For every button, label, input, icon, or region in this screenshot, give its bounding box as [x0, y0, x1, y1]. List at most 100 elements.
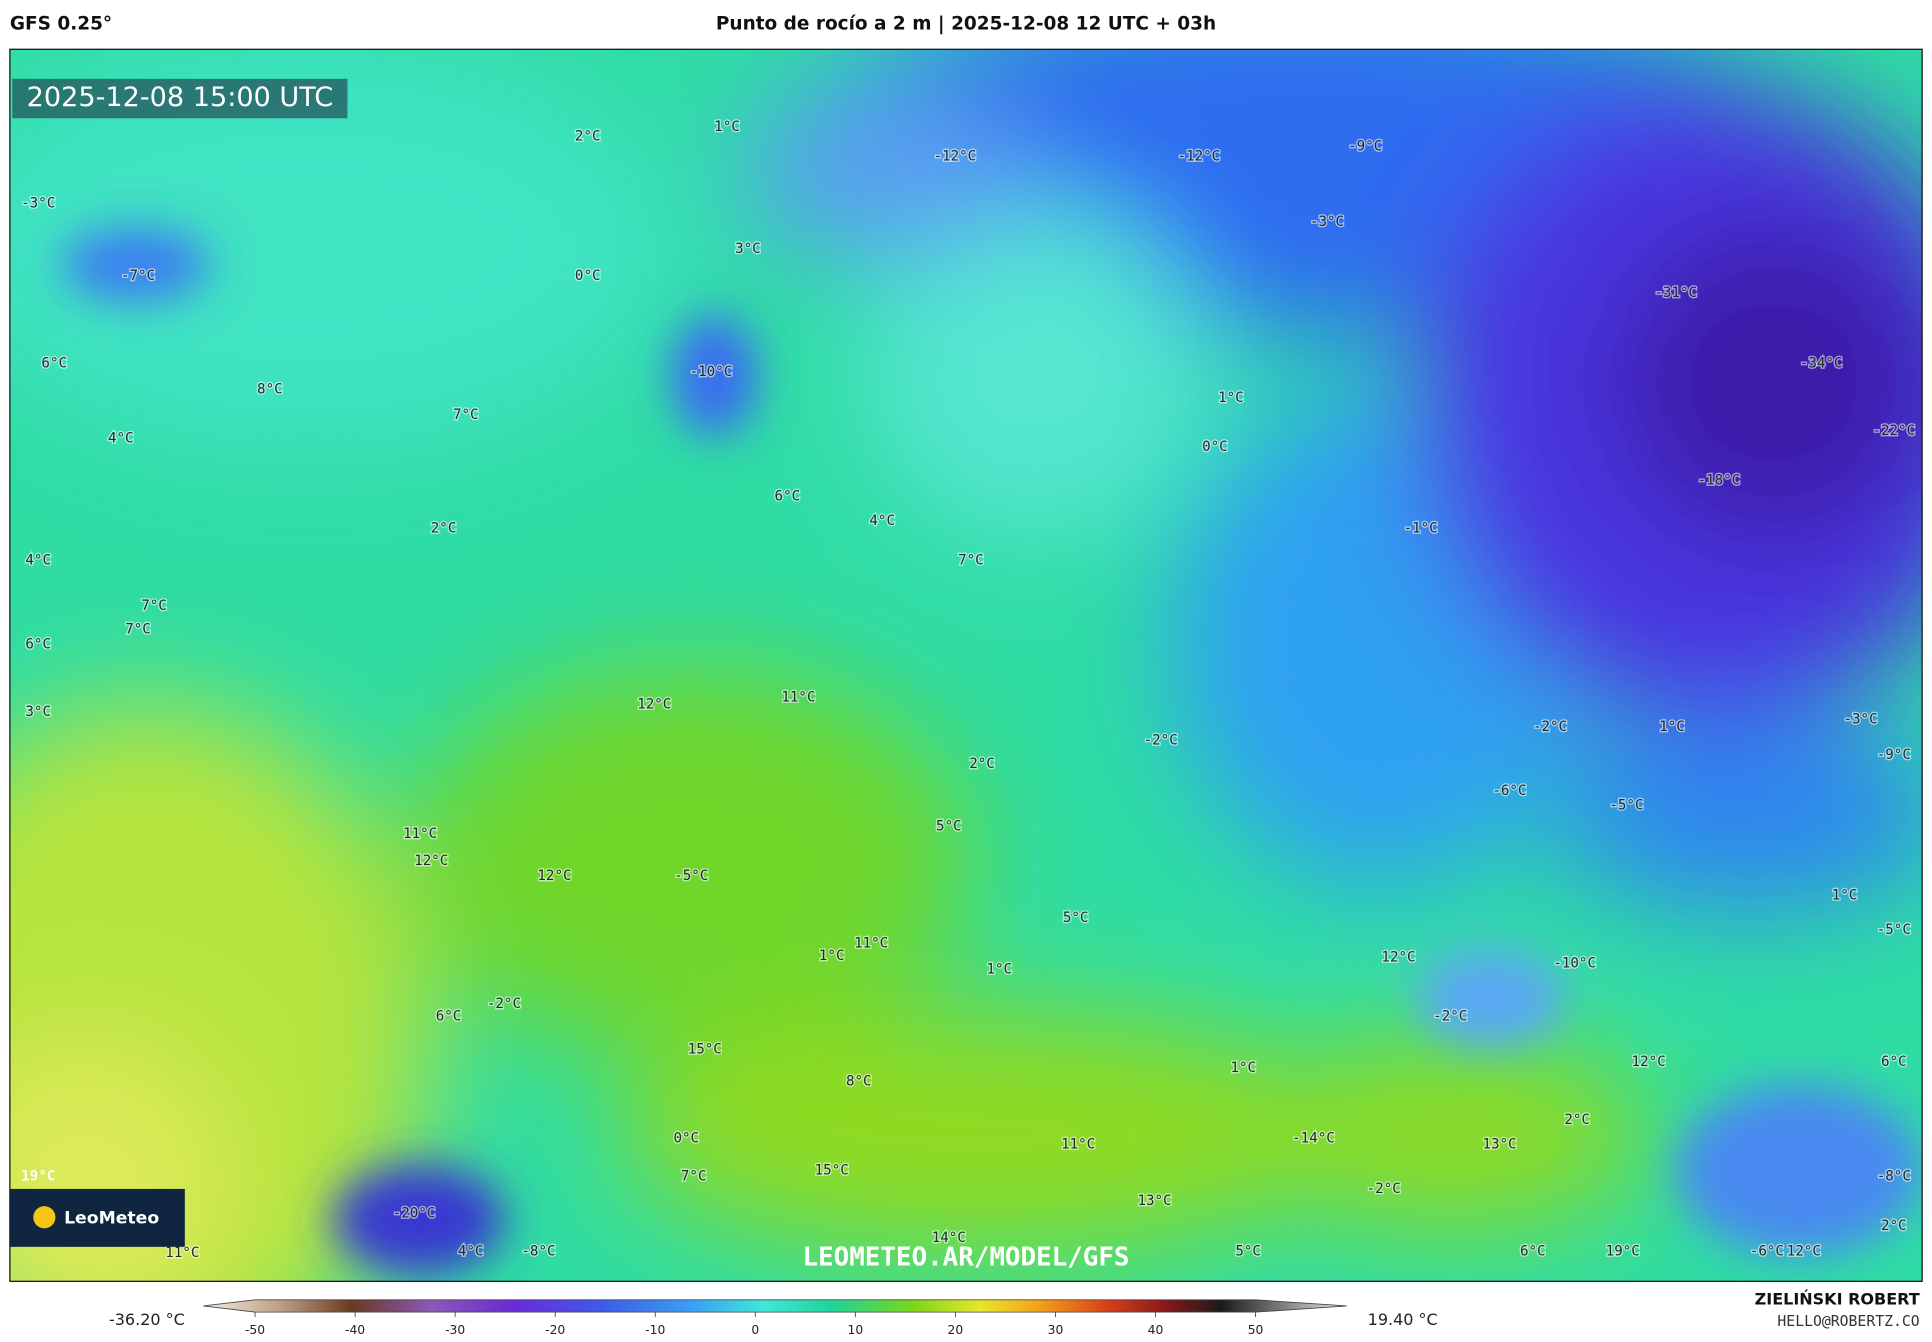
temp-label: 6°C: [1881, 1054, 1907, 1070]
colorbar-tick-label: -50: [245, 1323, 265, 1337]
temp-label: 15°C: [815, 1162, 849, 1178]
temp-label: 11°C: [854, 936, 888, 952]
temp-label: -2°C: [1433, 1008, 1467, 1024]
temp-label: 19°C: [21, 1169, 55, 1185]
temp-label: -8°C: [521, 1244, 555, 1260]
temp-label: 5°C: [936, 819, 962, 835]
temp-label: -1°C: [1404, 521, 1438, 537]
colorbar-max: 19.40 °C: [1368, 1310, 1438, 1329]
temp-label: -31°C: [1654, 285, 1697, 301]
temp-label: 0°C: [575, 268, 601, 284]
temp-label: 12°C: [537, 868, 571, 884]
temp-label: 11°C: [781, 689, 815, 705]
temp-label: 4°C: [25, 553, 51, 569]
temp-label: 4°C: [458, 1244, 484, 1260]
model-name: GFS 0.25°: [10, 14, 112, 35]
author: ZIELIŃSKI ROBERT: [1755, 1289, 1920, 1308]
temp-label: 12°C: [637, 697, 671, 713]
temp-label: 2°C: [969, 756, 995, 772]
temp-label: -2°C: [1144, 732, 1178, 748]
logo-sun: [33, 1206, 55, 1228]
temp-label: 7°C: [681, 1169, 707, 1185]
watermark: LEOMETEO.AR/MODEL/GFS: [803, 1242, 1130, 1272]
temp-label: 11°C: [403, 826, 437, 842]
temp-label: 8°C: [846, 1074, 872, 1090]
temp-label: 1°C: [986, 962, 1012, 978]
temp-label: 5°C: [1063, 910, 1089, 926]
temp-label: -9°C: [1348, 139, 1382, 155]
temp-label: 3°C: [25, 704, 51, 720]
temp-label: 1°C: [1218, 390, 1244, 406]
logo-text: LeoMeteo: [64, 1208, 159, 1228]
temp-label: 0°C: [1202, 439, 1228, 455]
temp-label: 12°C: [1381, 949, 1415, 965]
temp-label: 19°C: [1606, 1244, 1640, 1260]
temp-label: -2°C: [1533, 719, 1567, 735]
colorbar-tick-label: 0: [751, 1323, 759, 1337]
temp-label: -7°C: [121, 268, 155, 284]
temp-label: 1°C: [1230, 1060, 1256, 1076]
temp-label: 12°C: [414, 853, 448, 869]
temp-label: 4°C: [108, 431, 134, 447]
map-title: Punto de rocío a 2 m | 2025-12-08 12 UTC…: [716, 14, 1216, 35]
temp-label: 1°C: [1832, 888, 1858, 904]
temp-label: 13°C: [1137, 1193, 1171, 1209]
temp-label: -12°C: [934, 148, 977, 164]
temp-label: 7°C: [125, 622, 151, 638]
colorbar-tick-label: 40: [1148, 1323, 1164, 1337]
temp-label: 2°C: [575, 129, 601, 145]
temp-label: -14°C: [1292, 1130, 1335, 1146]
temp-label: -3°C: [21, 195, 55, 211]
temp-label: 7°C: [958, 553, 984, 569]
temp-label: -9°C: [1877, 747, 1911, 763]
temp-label: 8°C: [257, 381, 283, 397]
temp-label: 5°C: [1235, 1244, 1261, 1260]
colorbar-tick-label: -20: [545, 1323, 565, 1337]
temp-label: -2°C: [487, 996, 521, 1012]
temp-label: 6°C: [25, 636, 51, 652]
temp-label: -12°C: [1178, 148, 1221, 164]
temp-label: 1°C: [1659, 719, 1685, 735]
temp-label: 0°C: [674, 1130, 700, 1146]
temp-label: 6°C: [775, 489, 801, 505]
temp-label: -5°C: [674, 868, 708, 884]
temp-label: 1°C: [819, 948, 845, 964]
temp-label: -34°C: [1800, 355, 1843, 371]
temp-label: 7°C: [453, 407, 479, 423]
valid-time: 2025-12-08 15:00 UTC: [27, 82, 333, 113]
temp-label: -5°C: [1609, 798, 1643, 814]
temp-label: 3°C: [735, 241, 761, 257]
temp-label: 1°C: [714, 119, 740, 135]
colorbar: [203, 1300, 1346, 1312]
temp-label: -18°C: [1698, 472, 1741, 488]
temp-label: -10°C: [690, 364, 733, 380]
contact: HELLO@ROBERTZ.CO: [1777, 1313, 1919, 1330]
temp-label: -6°C: [1492, 783, 1526, 799]
colorbar-tick-label: 20: [948, 1323, 964, 1337]
temp-label: 6°C: [436, 1008, 462, 1024]
temp-label: 12°C: [1632, 1054, 1666, 1070]
temp-label: 6°C: [1520, 1244, 1546, 1260]
temp-label: -20°C: [393, 1206, 436, 1222]
temp-label: 13°C: [1482, 1137, 1516, 1153]
temp-label: 12°C: [1787, 1244, 1821, 1260]
temp-label: -2°C: [1367, 1181, 1401, 1197]
temp-label: 4°C: [869, 513, 895, 529]
colorbar-tick-label: 50: [1248, 1323, 1264, 1337]
colorbar-tick-label: -10: [645, 1323, 665, 1337]
colorbar-min: -36.20 °C: [109, 1310, 185, 1329]
colorbar-tick-label: 30: [1048, 1323, 1064, 1337]
temp-label: -5°C: [1877, 922, 1911, 938]
temp-label: -3°C: [1843, 712, 1877, 728]
temp-label: -22°C: [1872, 423, 1915, 439]
temp-label: 2°C: [1881, 1218, 1907, 1234]
temp-label: 2°C: [431, 521, 457, 537]
temp-label: -6°C: [1750, 1244, 1784, 1260]
colorbar-tick-label: 10: [848, 1323, 864, 1337]
temp-label: -10°C: [1553, 955, 1596, 971]
temp-label: -8°C: [1877, 1169, 1911, 1185]
